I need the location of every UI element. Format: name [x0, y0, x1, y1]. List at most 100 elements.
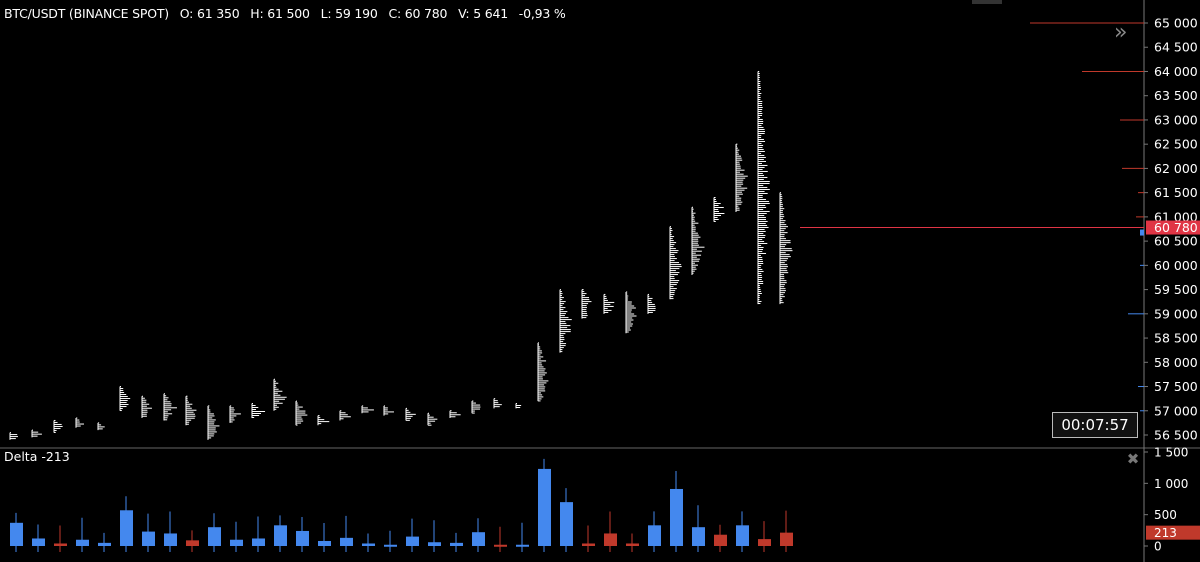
high-value: H: 61 500 [250, 6, 310, 21]
delta-bar [98, 532, 111, 552]
price-tick-label: 57 500 [1154, 379, 1198, 394]
volume-profile-bar [229, 405, 241, 423]
candle-timer: 00:07:57 [1052, 412, 1138, 438]
delta-body [120, 510, 133, 546]
volume-profile-bar [75, 417, 84, 428]
delta-body [296, 530, 309, 546]
volume-profile-bar [97, 422, 105, 431]
symbol-label: BTC/USDT (BINANCE SPOT) [4, 6, 169, 21]
delta-bar [582, 525, 595, 552]
volume-profile-bar [185, 395, 197, 426]
delta-bar [626, 533, 639, 552]
close-x-icon[interactable]: ✖ [1126, 450, 1140, 468]
volume-profile-bar [559, 289, 572, 353]
delta-value-label: 213 [1154, 526, 1177, 540]
delta-bar [428, 520, 441, 552]
delta-body [494, 544, 507, 547]
price-tick-label: 60 500 [1154, 234, 1198, 249]
delta-bar [670, 470, 683, 552]
delta-bar [780, 510, 793, 552]
delta-body [164, 533, 177, 546]
delta-tick-label: 1 500 [1154, 446, 1188, 460]
volume-profile-bar [493, 398, 502, 409]
volume-profile-bar [515, 402, 522, 409]
delta-body [626, 543, 639, 546]
delta-bar [516, 522, 529, 552]
price-tick-label: 64 500 [1154, 40, 1198, 55]
delta-tick-label: 500 [1154, 508, 1177, 522]
delta-bar [186, 530, 199, 552]
volume-profile-bar [339, 410, 351, 421]
delta-bar [296, 516, 309, 552]
price-tick-label: 64 000 [1154, 64, 1198, 79]
bid-marker [1140, 229, 1144, 236]
delta-bar [406, 518, 419, 552]
delta-bar [318, 522, 331, 552]
price-tick-label: 59 500 [1154, 282, 1198, 297]
delta-body [208, 527, 221, 546]
delta-bar [736, 511, 749, 552]
delta-bar [208, 513, 221, 552]
delta-body [670, 488, 683, 546]
delta-body [252, 538, 265, 546]
price-tick-label: 62 000 [1154, 161, 1198, 176]
price-tick-label: 62 500 [1154, 137, 1198, 152]
delta-bars [10, 458, 793, 552]
price-tick-label: 57 000 [1154, 403, 1198, 418]
delta-body [604, 533, 617, 546]
volume-profile-bar [207, 405, 220, 440]
volume-profile-bar [9, 432, 18, 440]
last-price-label: 60 780 [1154, 220, 1198, 235]
price-tick-label: 56 500 [1154, 428, 1198, 443]
delta-body [340, 537, 353, 546]
price-tick-label: 58 000 [1154, 355, 1198, 370]
delta-body [582, 543, 595, 546]
price-tick-label: 65 000 [1154, 16, 1198, 31]
volume-value: V: 5 641 [458, 6, 508, 21]
double-chevron-right-icon[interactable]: » [1114, 20, 1128, 45]
delta-body [780, 532, 793, 546]
low-value: L: 59 190 [320, 6, 378, 21]
volume-profile-bar [251, 402, 266, 419]
delta-bar [384, 530, 397, 552]
chart-header: BTC/USDT (BINANCE SPOT) O: 61 350 H: 61 … [4, 6, 573, 21]
delta-body [10, 522, 23, 546]
volume-profile-bar [537, 342, 549, 402]
delta-bar [560, 488, 573, 552]
delta-body [186, 540, 199, 546]
delta-bar [142, 513, 155, 552]
change-value: -0,93 % [518, 6, 566, 21]
delta-bar [120, 496, 133, 552]
volume-profile-bar [625, 291, 637, 334]
delta-body [538, 468, 551, 546]
delta-value-badge [1146, 525, 1200, 540]
delta-bar [54, 525, 67, 552]
delta-body [450, 542, 463, 546]
volume-profiles [9, 70, 793, 440]
delta-body [32, 538, 45, 546]
volume-profile-bar [691, 206, 705, 276]
delta-body [76, 539, 89, 546]
volume-profile-bar [163, 393, 177, 421]
delta-bar [274, 515, 287, 552]
volume-profile-bar [295, 400, 308, 426]
volume-profile-bar [581, 289, 592, 319]
delta-tick-label: 0 [1154, 540, 1162, 554]
volume-profile-bar [779, 192, 793, 305]
price-tick-label: 63 000 [1154, 112, 1198, 127]
price-tick-label: 63 500 [1154, 88, 1198, 103]
delta-body [472, 532, 485, 546]
volume-profile-bar [119, 386, 131, 412]
delta-body [560, 502, 573, 546]
volume-profile-bar [449, 410, 461, 419]
delta-bar [10, 512, 23, 552]
volume-profile-bar [317, 415, 330, 426]
volume-profile-bar [273, 378, 287, 411]
delta-bar [76, 517, 89, 552]
volume-profile-bar [713, 196, 725, 222]
delta-indicator-label: Delta -213 [4, 449, 70, 464]
delta-body [362, 543, 375, 546]
price-tick-label: 59 000 [1154, 306, 1198, 321]
